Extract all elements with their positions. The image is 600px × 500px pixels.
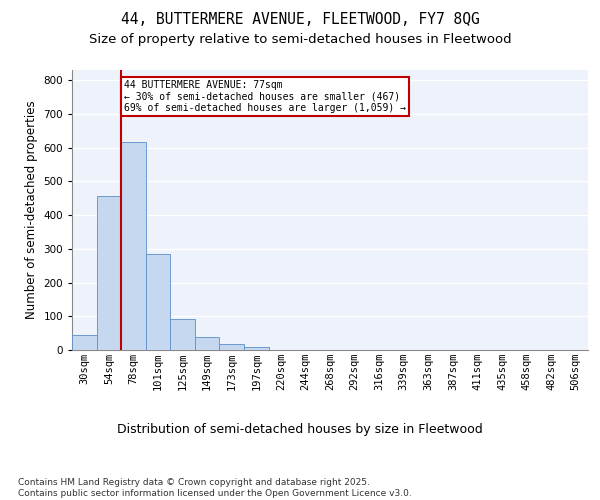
Bar [220, 344, 244, 350]
Bar [97, 196, 121, 350]
Bar [72, 335, 97, 350]
Bar [121, 142, 146, 350]
Text: Distribution of semi-detached houses by size in Fleetwood: Distribution of semi-detached houses by … [117, 422, 483, 436]
Y-axis label: Number of semi-detached properties: Number of semi-detached properties [25, 100, 38, 320]
Bar [244, 346, 269, 350]
Bar [170, 319, 195, 350]
Text: 44, BUTTERMERE AVENUE, FLEETWOOD, FY7 8QG: 44, BUTTERMERE AVENUE, FLEETWOOD, FY7 8Q… [121, 12, 479, 28]
Bar [195, 336, 220, 350]
Text: Contains HM Land Registry data © Crown copyright and database right 2025.
Contai: Contains HM Land Registry data © Crown c… [18, 478, 412, 498]
Bar [146, 254, 170, 350]
Text: Size of property relative to semi-detached houses in Fleetwood: Size of property relative to semi-detach… [89, 32, 511, 46]
Text: 44 BUTTERMERE AVENUE: 77sqm
← 30% of semi-detached houses are smaller (467)
69% : 44 BUTTERMERE AVENUE: 77sqm ← 30% of sem… [124, 80, 406, 114]
